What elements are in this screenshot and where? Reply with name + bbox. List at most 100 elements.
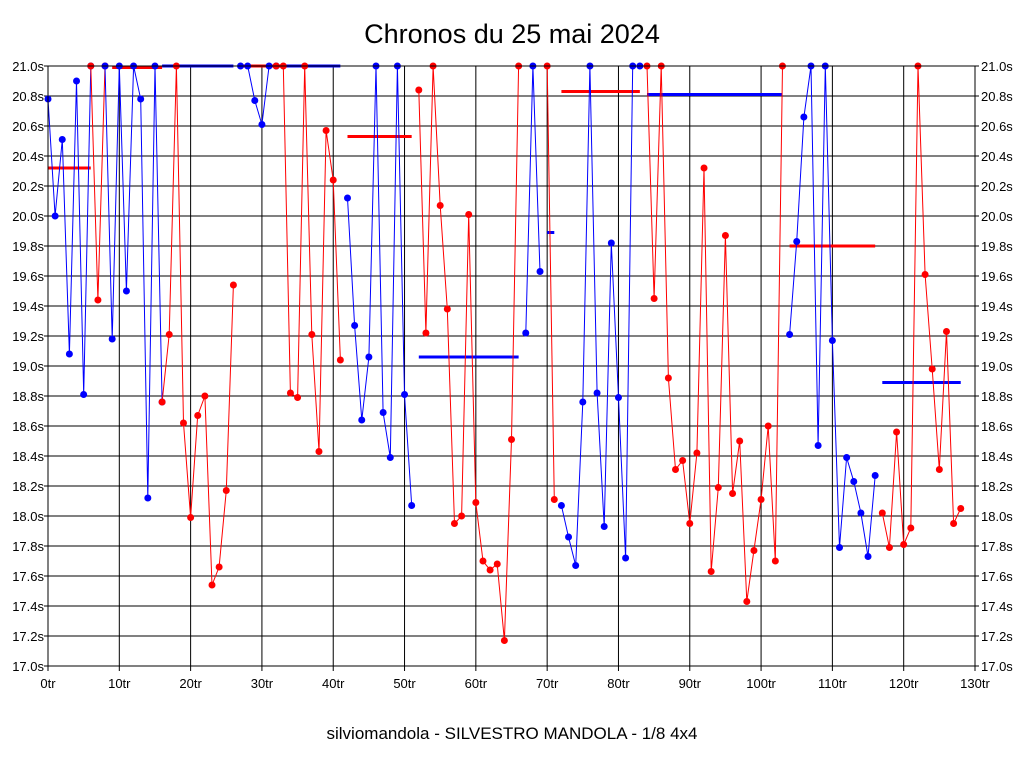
- data-point: [80, 391, 88, 398]
- data-point: [472, 499, 480, 506]
- data-point: [108, 335, 116, 343]
- data-point: [365, 353, 373, 361]
- y-tick-label-right: 19.8s: [981, 239, 1013, 254]
- chart-footer: silviomandola - SILVESTRO MANDOLA - 1/8 …: [327, 724, 698, 743]
- data-point: [878, 509, 886, 517]
- y-tick-label-left: 17.4s: [12, 599, 44, 614]
- data-point: [714, 484, 722, 491]
- x-tick-label: 100tr: [746, 676, 776, 691]
- y-tick-label-right: 18.8s: [981, 389, 1013, 404]
- data-point: [764, 422, 772, 430]
- data-point: [572, 562, 580, 569]
- grid: [47, 65, 976, 667]
- data-point: [935, 466, 943, 473]
- data-point: [58, 136, 66, 143]
- y-tick-label-right: 20.6s: [981, 119, 1013, 134]
- y-tick-label-left: 20.4s: [12, 149, 44, 164]
- data-point: [336, 356, 344, 364]
- data-point: [864, 553, 872, 560]
- y-tick-label-right: 17.6s: [981, 569, 1013, 584]
- data-point: [550, 496, 558, 503]
- data-point: [137, 95, 145, 103]
- data-point: [165, 331, 173, 338]
- y-tick-label-right: 20.8s: [981, 89, 1013, 104]
- x-tick-label: 70tr: [536, 676, 559, 691]
- data-point: [286, 389, 294, 397]
- data-point: [493, 560, 501, 568]
- data-point: [65, 350, 73, 358]
- series-line: [347, 65, 413, 506]
- data-point: [294, 394, 302, 401]
- x-tick-label: 110tr: [818, 676, 847, 691]
- data-point: [422, 329, 430, 337]
- data-point: [251, 97, 259, 104]
- x-tick-label: 10tr: [108, 676, 131, 691]
- y-tick-label-left: 17.2s: [12, 629, 44, 644]
- data-point: [900, 541, 908, 548]
- data-point: [622, 554, 630, 562]
- y-tick-label-left: 19.0s: [12, 359, 44, 374]
- y-tick-label-left: 17.6s: [12, 569, 44, 584]
- y-tick-label-right: 18.4s: [981, 449, 1013, 464]
- data-point: [579, 398, 587, 406]
- data-point: [600, 523, 608, 530]
- data-point: [957, 505, 965, 512]
- data-point: [258, 121, 266, 128]
- data-point: [843, 454, 851, 461]
- data-point: [194, 412, 202, 419]
- data-point: [950, 520, 958, 527]
- data-point: [458, 512, 466, 520]
- y-tick-label-right: 17.4s: [981, 599, 1013, 614]
- y-tick-label-left: 20.0s: [12, 209, 44, 224]
- data-point: [229, 281, 237, 289]
- x-tick-label: 0tr: [40, 676, 56, 691]
- data-point: [557, 502, 565, 509]
- data-point: [700, 164, 708, 172]
- data-point: [693, 449, 701, 457]
- data-point: [650, 295, 658, 302]
- x-tick-label: 90tr: [679, 676, 702, 691]
- data-point: [401, 391, 409, 398]
- data-point: [850, 478, 858, 485]
- y-tick-label-right: 19.4s: [981, 299, 1013, 314]
- data-point: [793, 238, 801, 245]
- y-tick-label-right: 19.6s: [981, 269, 1013, 284]
- data-point: [593, 389, 601, 397]
- y-tick-label-left: 20.2s: [12, 179, 44, 194]
- data-point: [686, 520, 694, 527]
- data-point: [443, 305, 451, 313]
- x-tick-label: 120tr: [889, 676, 919, 691]
- data-point: [771, 557, 779, 565]
- y-tick-label-right: 21.0s: [981, 59, 1013, 74]
- y-tick-label-right: 18.6s: [981, 419, 1013, 434]
- data-point: [415, 86, 423, 94]
- data-point: [679, 457, 687, 464]
- x-axis-ticks: 0tr 10tr 20tr 30tr 40tr 50tr 60tr 70tr 80tr 90tr 1…: [40, 666, 990, 691]
- y-tick-label-left: 19.8s: [12, 239, 44, 254]
- y-tick-label-left: 18.2s: [12, 479, 44, 494]
- data-point: [522, 329, 530, 337]
- data-point: [358, 416, 366, 424]
- y-tick-label-left: 17.0s: [12, 659, 44, 674]
- data-point: [308, 331, 316, 338]
- data-point: [315, 448, 323, 455]
- data-point: [893, 428, 901, 436]
- data-point: [871, 472, 879, 479]
- data-point: [921, 271, 929, 278]
- chart-title: Chronos du 25 mai 2024: [364, 19, 660, 49]
- data-point: [479, 557, 487, 565]
- data-point: [707, 568, 715, 575]
- y-tick-label-right: 17.2s: [981, 629, 1013, 644]
- y-tick-label-right: 18.0s: [981, 509, 1013, 524]
- y-tick-label-left: 18.6s: [12, 419, 44, 434]
- data-point: [672, 466, 680, 473]
- data-point: [122, 287, 130, 295]
- data-point: [664, 374, 672, 382]
- x-tick-label: 20tr: [179, 676, 202, 691]
- data-point: [836, 544, 844, 551]
- data-point: [222, 487, 230, 494]
- x-tick-label: 50tr: [393, 676, 416, 691]
- data-point: [94, 296, 102, 304]
